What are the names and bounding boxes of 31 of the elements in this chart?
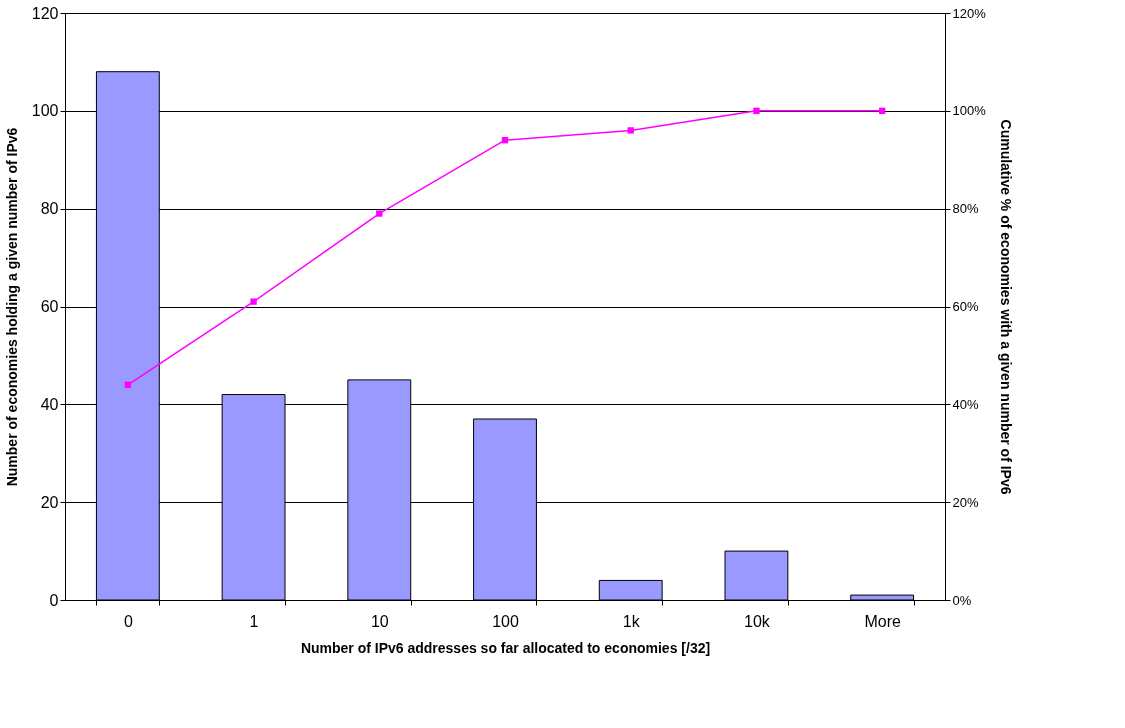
y-tick-label: 120 (31, 4, 59, 22)
x-tick-label: 0 (123, 612, 133, 630)
y-axis-title: Number of economies holding a given number of IPv6 (3, 127, 20, 487)
x-tick-label: 100 (492, 612, 519, 630)
x-tick-label: 10 (370, 612, 389, 630)
y-tick-label: 100 (31, 102, 59, 120)
point (501, 137, 509, 144)
point (878, 107, 886, 114)
y-tick-label: 20 (40, 493, 59, 511)
y2-tick-label: 100% (952, 103, 987, 119)
y2-tick-label: 20% (952, 494, 979, 510)
y-tick-label: 0 (49, 591, 59, 609)
point (753, 107, 760, 114)
y2-tick-label: 80% (952, 201, 979, 217)
point (250, 298, 257, 305)
point (376, 210, 383, 217)
point (627, 127, 634, 134)
x-tick-label: 1 (249, 612, 259, 630)
y2-tick-label: 0% (952, 592, 972, 608)
x-axis-title: Number of IPv6 addresses so far allocated to economies [/32] (300, 639, 711, 656)
x-tick-label: 10k (744, 612, 771, 630)
y2-tick-label: 120% (952, 5, 987, 21)
y2-axis-title: Cumulative % of economies with a given number of IPv6 (997, 119, 1014, 495)
y-tick-label: 80 (40, 200, 59, 218)
point (124, 381, 132, 388)
x-tick-label: 1k (622, 612, 641, 630)
y-tick-label: 40 (40, 395, 59, 413)
y2-tick-label: 40% (952, 396, 979, 412)
x-tick-label: More (864, 612, 901, 630)
y2-tick-label: 60% (952, 299, 979, 314)
y-tick-label: 60 (40, 298, 59, 315)
